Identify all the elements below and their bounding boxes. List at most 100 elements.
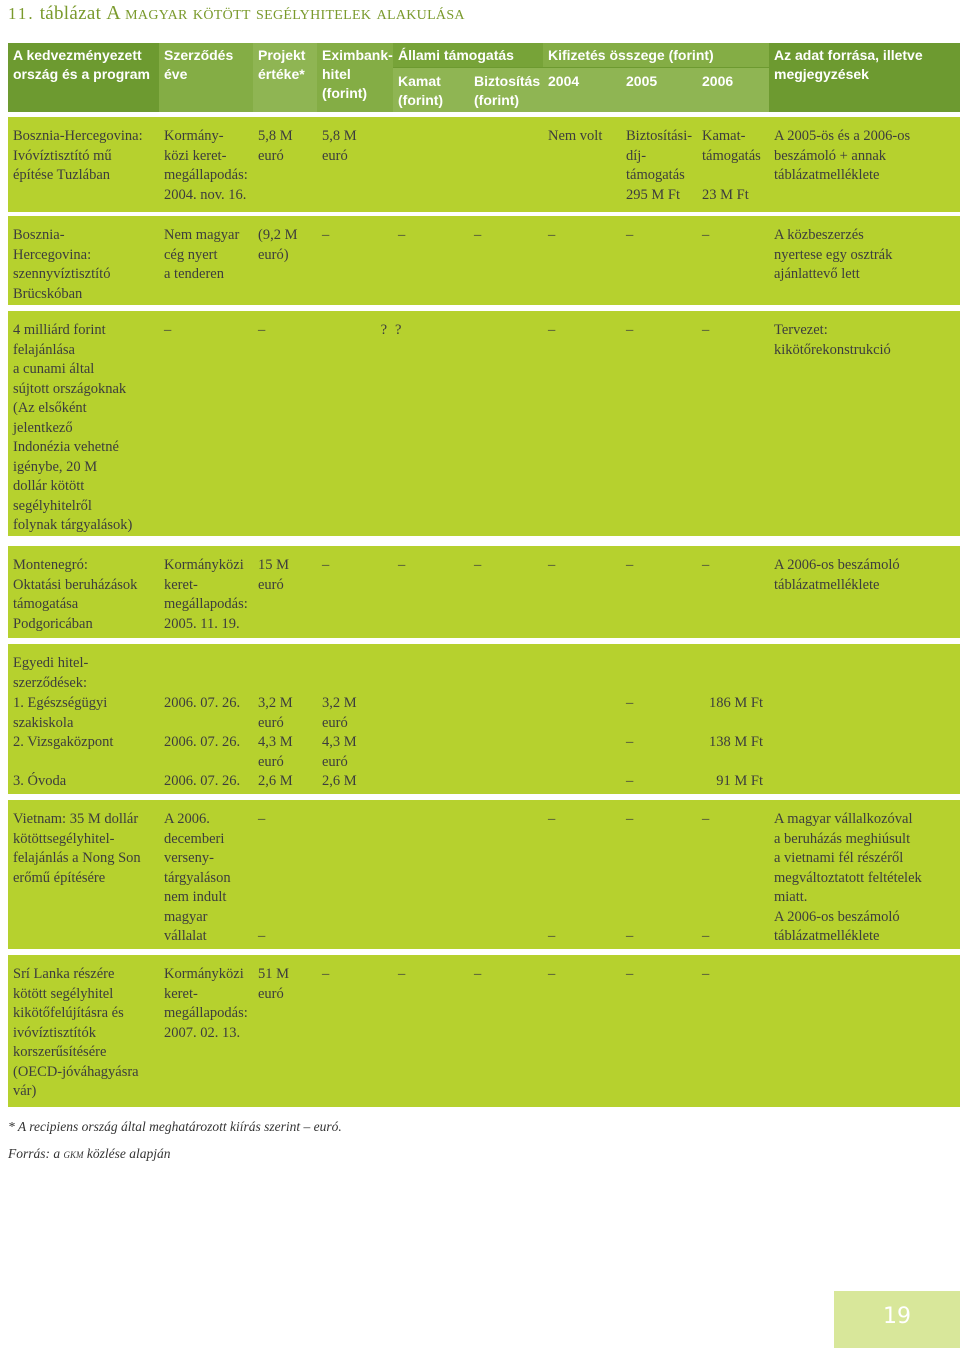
cell-item-year: 2006. 07. 26. — [164, 773, 241, 789]
cell-value-dash: – — [258, 928, 266, 944]
cell-interest: ? — [395, 322, 402, 338]
cell-country: Vietnam: 35 M dollár kötöttsegélyhitel- … — [13, 811, 141, 886]
cell-item-2005: – — [626, 734, 634, 750]
header-payout: Kifizetés összege (forint) — [543, 43, 769, 67]
cell-country: Bosznia-Hercegovina: Ivóvíztisztító mű é… — [13, 128, 143, 183]
cell-item-2006: 138 M Ft — [709, 734, 763, 750]
cell-2005: – — [626, 557, 634, 573]
cell-note: A 2005-ös és a 2006-os beszámoló + annak… — [774, 128, 911, 183]
cell-item-label: 1. Egészségügyi szakiskola — [13, 695, 108, 731]
cell-item-exim: 3,2 M euró — [322, 695, 357, 731]
cell-2005-dash: – — [626, 811, 634, 827]
cell-item-value: 2,6 M — [258, 773, 293, 789]
table-row-bosnia-tuzla: Bosznia-Hercegovina: Ivóvíztisztító mű é… — [8, 117, 960, 212]
cell-exim: ? — [380, 322, 387, 338]
cell-2006: – — [702, 322, 710, 338]
cell-value: 15 M euró — [258, 557, 290, 593]
cell-year: Kormány- közi keret- megállapodás: 2004.… — [164, 128, 248, 203]
cell-year: Kormányközi keret- megállapodás: 2007. 0… — [164, 966, 248, 1041]
cell-heading: Egyedi hitel- szerződések: — [13, 655, 89, 691]
cell-2006: Kamat- támogatás 23 M Ft — [702, 128, 761, 203]
cell-2006-dash: – — [702, 928, 710, 944]
cell-2004: – — [548, 966, 556, 982]
cell-interest: – — [398, 966, 406, 982]
cell-item-value: 3,2 M euró — [258, 695, 293, 731]
cell-2006: – — [702, 557, 710, 573]
cell-2006-dash: – — [702, 811, 710, 827]
cell-2005: – — [626, 227, 634, 243]
cell-item-exim: 4,3 M euró — [322, 734, 357, 770]
header-2006: 2006 — [697, 68, 769, 112]
cell-2004-dash: – — [548, 928, 556, 944]
cell-exim: 5,8 M euró — [322, 128, 357, 164]
table-row-sri-lanka: Srí Lanka részére kötött segélyhitel kik… — [8, 955, 960, 1107]
cell-2004: – — [548, 227, 556, 243]
cell-note: A közbeszerzés nyertese egy osztrák aján… — [774, 227, 893, 282]
header-year: Szerződés éve — [159, 43, 253, 112]
cell-note: A magyar vállalkozóval a beruházás meghi… — [774, 811, 922, 944]
footnote: * A recipiens ország által meghatározott… — [8, 1119, 342, 1134]
cell-item-value: 4,3 M euró — [258, 734, 293, 770]
cell-country: Srí Lanka részére kötött segélyhitel kik… — [13, 966, 139, 1099]
page-number-box: 19 — [834, 1291, 960, 1348]
cell-2004: – — [548, 322, 556, 338]
header-state-support: Állami támogatás — [393, 43, 543, 67]
table-word: táblázat — [39, 3, 102, 24]
cell-2005: – — [626, 322, 634, 338]
cell-year: Nem magyar cég nyert a tenderen — [164, 227, 240, 282]
cell-year: – — [164, 322, 172, 338]
cell-item-label: 2. Vizsgaközpont — [13, 734, 114, 750]
cell-2006: – — [702, 227, 710, 243]
table-row-vietnam: Vietnam: 35 M dollár kötöttsegélyhitel- … — [8, 800, 960, 949]
cell-note: A 2006-os beszámoló táblázatmelléklete — [774, 557, 900, 593]
cell-2006: – — [702, 966, 710, 982]
cell-value: 5,8 M euró — [258, 128, 293, 164]
cell-note: Tervezet: kikötőrekonstrukció — [774, 322, 891, 358]
page-number: 19 — [883, 1304, 911, 1329]
table-row-individual-contracts: Egyedi hitel- szerződések: 1. Egészségüg… — [8, 644, 960, 794]
cell-insurance: – — [474, 557, 482, 573]
header-country: A kedvezményezett ország és a program — [13, 47, 150, 82]
cell-exim: – — [322, 557, 330, 573]
cell-insurance: – — [474, 227, 482, 243]
table-number: 11. — [8, 4, 35, 23]
cell-2005: – — [626, 966, 634, 982]
header-exim: Eximbank-hitel (forint) — [317, 43, 393, 112]
table-header: A kedvezményezett ország és a program Sz… — [8, 43, 960, 112]
cell-interest: – — [398, 557, 406, 573]
source-suffix: közlése alapján — [86, 1146, 171, 1161]
table-title: 11. táblázat A magyar kötött segélyhitel… — [8, 2, 465, 26]
cell-item-year: 2006. 07. 26. — [164, 695, 241, 711]
cell-interest: – — [398, 227, 406, 243]
cell-year: Kormányközi keret- megállapodás: 2005. 1… — [164, 557, 248, 632]
cell-item-exim: 2,6 M — [322, 773, 357, 789]
cell-2004: Nem volt — [548, 128, 603, 144]
table-caption: A magyar kötött segélyhitelek alakulása — [106, 2, 465, 24]
table-row-tsunami: 4 milliárd forint felajánlása a cunami á… — [8, 311, 960, 536]
cell-item-2005: – — [626, 773, 634, 789]
cell-value: – — [258, 322, 266, 338]
cell-year: A 2006. decemberi verseny- tárgyaláson n… — [164, 811, 231, 944]
cell-2004-dash: – — [548, 811, 556, 827]
cell-item-2006: 91 M Ft — [716, 773, 763, 789]
table-row-montenegro: Montenegró: Oktatási beruházások támogat… — [8, 546, 960, 638]
cell-2005: Biztosítási- díj- támogatás 295 M Ft — [626, 128, 693, 203]
cell-country: Montenegró: Oktatási beruházások támogat… — [13, 557, 138, 632]
cell-country: Bosznia- Hercegovina: szennyvíztisztító … — [13, 227, 111, 302]
cell-value: 51 M euró — [258, 966, 290, 1002]
cell-item-label: 3. Óvoda — [13, 773, 67, 789]
source-prefix: Forrás: a — [8, 1146, 61, 1161]
source-line: Forrás: a gkm közlése alapján — [8, 1146, 171, 1162]
header-interest: Kamat (forint) — [393, 68, 469, 112]
cell-country: 4 milliárd forint felajánlása a cunami á… — [13, 322, 133, 533]
cell-exim: – — [322, 227, 330, 243]
cell-item-2005: – — [626, 695, 634, 711]
header-value: Projekt értéke* — [253, 43, 317, 112]
cell-value-dash: – — [258, 811, 266, 827]
cell-value: (9,2 M euró) — [258, 227, 298, 263]
cell-2004: – — [548, 557, 556, 573]
cell-item-year: 2006. 07. 26. — [164, 734, 241, 750]
table-row-bosnia-brcko: Bosznia- Hercegovina: szennyvíztisztító … — [8, 216, 960, 305]
cell-exim: – — [322, 966, 330, 982]
cell-2005-dash: – — [626, 928, 634, 944]
